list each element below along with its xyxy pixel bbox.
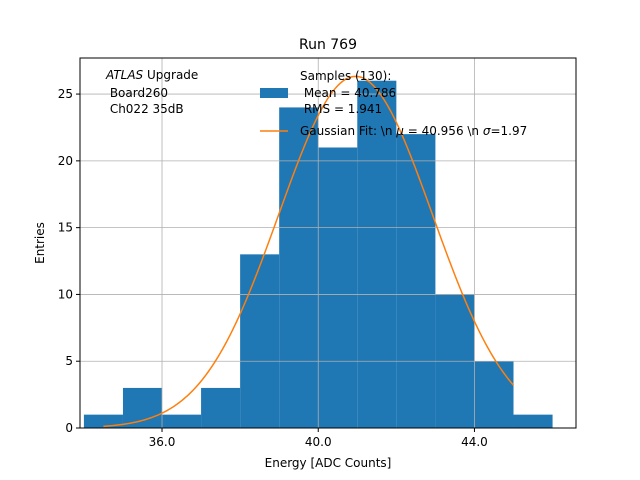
- gaussian-fit-line: [103, 75, 515, 428]
- x-tick-label: 36.0: [149, 435, 176, 449]
- annotation-line-1: ATLAS Upgrade: [105, 68, 198, 82]
- legend-fit-sigma: σ: [483, 124, 491, 138]
- y-tick-label: 15: [58, 221, 73, 235]
- x-axis-label: Energy [ADC Counts]: [265, 456, 392, 470]
- hist-bar: [279, 107, 319, 428]
- hist-bar: [357, 80, 397, 428]
- legend-fit-suffix: =1.97: [490, 124, 527, 138]
- annotation-upgrade: Upgrade: [143, 68, 198, 82]
- annotation-atlas: ATLAS: [105, 68, 144, 82]
- chart-title: Run 769: [299, 37, 357, 53]
- legend-hist-line-1: Samples (130):: [300, 69, 391, 83]
- legend-fit-prefix: Gaussian Fit: \n: [300, 124, 396, 138]
- y-tick-label: 20: [58, 154, 73, 168]
- x-tick-label: 40.0: [305, 435, 332, 449]
- legend-hist-line-3: RMS = 1.941: [300, 102, 382, 116]
- plot-frame: [79, 57, 577, 429]
- atlas-annotation: ATLAS Upgrade Board260 Ch022 35dB: [105, 68, 198, 116]
- hist-bar: [474, 361, 514, 428]
- hist-bar: [240, 254, 280, 428]
- hist-bar: [122, 387, 163, 428]
- y-tick-label: 10: [58, 287, 73, 301]
- hist-bar: [513, 414, 553, 428]
- hist-bar: [83, 414, 123, 428]
- hist-bar: [201, 387, 241, 428]
- y-tick-label: 5: [65, 354, 73, 368]
- y-tick-label: 0: [65, 421, 73, 435]
- legend-hist-swatch: [260, 88, 288, 98]
- legend-hist-line-2: Mean = 40.786: [300, 86, 396, 100]
- x-axis-ticks: 36.0 40.0 44.0: [149, 428, 488, 449]
- legend-fit-mid: = 40.956 \n: [404, 124, 483, 138]
- legend-fit-mu: μ: [395, 124, 404, 138]
- hist-bar: [396, 134, 436, 428]
- x-tick-label: 44.0: [461, 435, 488, 449]
- annotation-line-3: Ch022 35dB: [106, 102, 184, 116]
- hist-bar: [162, 414, 202, 428]
- annotation-line-2: Board260: [106, 86, 168, 100]
- y-tick-label: 25: [58, 87, 73, 101]
- y-axis-label: Entries: [33, 222, 47, 264]
- hist-bar: [318, 147, 358, 429]
- legend-fit-label: Gaussian Fit: \n μ = 40.956 \n σ=1.97: [300, 124, 527, 138]
- legend: Samples (130): Mean = 40.786 RMS = 1.941…: [260, 69, 527, 138]
- y-axis-ticks: 0 5 10 15 20 25: [58, 87, 80, 435]
